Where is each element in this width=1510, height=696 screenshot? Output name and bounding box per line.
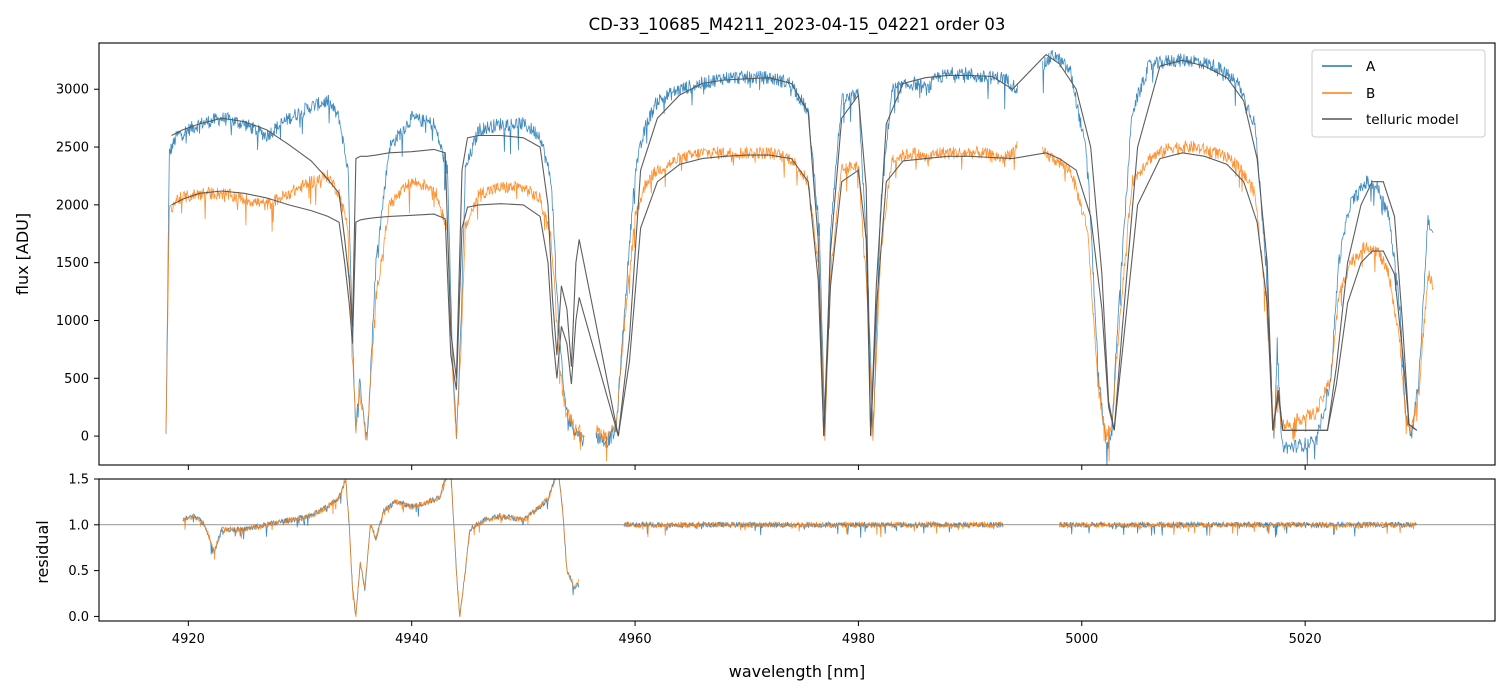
- telluric-model-line-b: [171, 152, 1418, 437]
- x-tick-label: 5000: [1065, 632, 1098, 647]
- y-tick-label: 1500: [56, 256, 89, 271]
- legend: A B telluric model: [1311, 49, 1486, 138]
- residual-ticks: 4920 4940 4960 4980 5000 5020 0.0 0.5 1.0 1.5: [68, 473, 1321, 648]
- flux-series: [165, 49, 1434, 465]
- x-tick-label: 4980: [842, 632, 875, 647]
- residual-axes-frame: [98, 478, 1496, 622]
- flux-ticks: 0 500 1000 1500 2000 2500 3000: [56, 83, 1306, 470]
- legend-label-b: B: [1366, 86, 1375, 102]
- y-tick-label: 0.0: [68, 610, 89, 625]
- x-tick-label: 4920: [172, 632, 205, 647]
- telluric-model-line-a: [171, 53, 1418, 437]
- residual-panel: 4920 4940 4960 4980 5000 5020 0.0 0.5 1.0 1.5 res…: [33, 473, 1496, 681]
- residual-series: [99, 479, 1495, 618]
- y-tick-label: 0.5: [68, 564, 89, 579]
- y-tick-label: 1000: [56, 314, 89, 329]
- x-tick-label: 4940: [395, 632, 428, 647]
- chart-title: CD-33_10685_M4211_2023-04-15_04221 order…: [589, 15, 1006, 35]
- flux-panel: 0 500 1000 1500 2000 2500 3000 flux [ADU] A B …: [13, 42, 1496, 470]
- y-tick-label: 2500: [56, 141, 89, 156]
- legend-box: [1311, 49, 1486, 138]
- y-tick-label: 1.5: [68, 473, 89, 488]
- legend-label-telluric: telluric model: [1366, 112, 1459, 128]
- flux-axes-frame: [98, 42, 1496, 466]
- y-tick-label: 3000: [56, 83, 89, 98]
- y-tick-label: 2000: [56, 198, 89, 213]
- residual-b-line: [182, 479, 1417, 618]
- residual-y-axis-label: residual: [33, 520, 52, 583]
- y-tick-label: 0: [81, 430, 89, 445]
- legend-label-a: A: [1366, 59, 1376, 75]
- y-tick-label: 500: [64, 372, 89, 387]
- y-tick-label: 1.0: [68, 518, 89, 533]
- x-axis-label: wavelength [nm]: [729, 662, 866, 681]
- x-tick-label: 5020: [1289, 632, 1322, 647]
- x-tick-label: 4960: [619, 632, 652, 647]
- flux-y-axis-label: flux [ADU]: [13, 213, 32, 295]
